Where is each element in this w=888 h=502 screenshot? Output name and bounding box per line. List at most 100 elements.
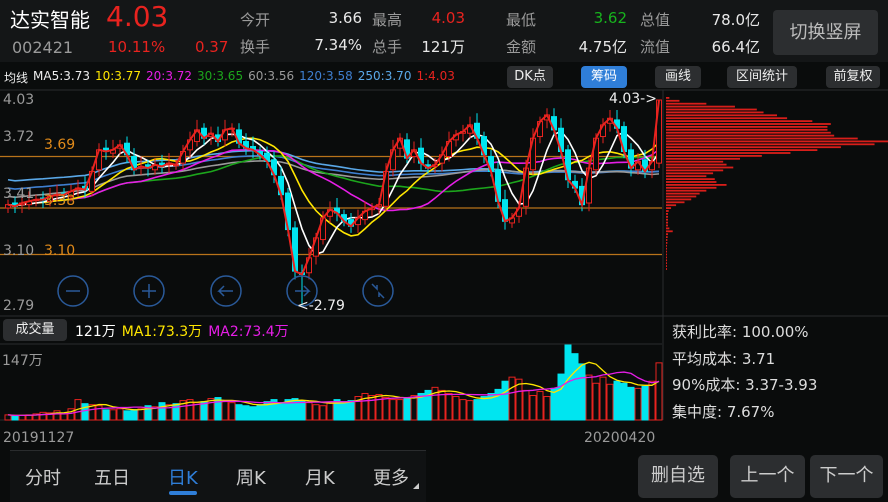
remove-watchlist-button[interactable]: 删自选 xyxy=(638,455,718,498)
chip-bar xyxy=(666,224,669,227)
volume-bar xyxy=(32,413,40,421)
chip-bar xyxy=(666,236,668,238)
volume-bar xyxy=(270,399,278,421)
tab-intraday[interactable]: 分时 xyxy=(25,468,61,489)
volume-bar xyxy=(123,410,131,421)
ma5-line xyxy=(7,130,660,256)
concentration: 集中度: 7.67% xyxy=(672,403,775,421)
volume-bar xyxy=(18,414,26,421)
level-label-3: 3.10 xyxy=(44,243,76,259)
zoom-in-icon[interactable] xyxy=(133,275,165,307)
next-stock-button[interactable]: 下一个 xyxy=(810,455,883,498)
volume-bar xyxy=(298,400,306,421)
volume-bar xyxy=(116,408,124,421)
chip-bar xyxy=(666,105,735,108)
volume-bar xyxy=(179,400,187,421)
volume-bar xyxy=(11,415,19,421)
collapse-icon[interactable] xyxy=(362,275,394,307)
ma5-label: MA5:3.73 xyxy=(33,69,90,83)
ma30-line xyxy=(7,155,660,207)
chip-bar xyxy=(666,253,668,256)
stat-value: 4.03 xyxy=(431,9,465,27)
tab-daily-k[interactable]: 日K xyxy=(168,468,198,489)
volume-bar xyxy=(249,406,257,421)
forward-adjust-button[interactable]: 前复权 xyxy=(826,66,880,88)
tab-weekly-k[interactable]: 周K xyxy=(236,468,266,489)
zoom-out-icon[interactable] xyxy=(57,275,89,307)
chip-bar xyxy=(666,108,757,111)
volume-ma2: MA2:73.4万 xyxy=(208,324,289,340)
draw-line-button[interactable]: 画线 xyxy=(655,66,701,88)
chip-bar xyxy=(666,181,717,183)
active-tab-indicator xyxy=(169,491,197,495)
volume-bar xyxy=(459,399,467,421)
stat-label: 总值 xyxy=(640,11,671,29)
switch-portrait-button[interactable]: 切换竖屏 xyxy=(773,10,878,55)
volume-bar xyxy=(354,396,362,421)
volume-bar xyxy=(466,400,474,421)
volume-bar xyxy=(641,385,649,421)
volume-bar xyxy=(613,380,621,421)
chip-bar xyxy=(666,120,813,122)
volume-bar xyxy=(620,382,628,421)
ma60-label: 60:3.56 xyxy=(248,69,295,83)
ma120-label: 120:3.58 xyxy=(299,69,353,83)
volume-bar xyxy=(340,401,348,421)
volume-bar xyxy=(207,398,215,421)
stat-value: 3.62 xyxy=(593,9,627,27)
chip-bar xyxy=(666,140,888,143)
volume-bar xyxy=(634,387,642,421)
dk-point-button[interactable]: DK点 xyxy=(507,66,553,88)
chip-bar xyxy=(666,99,680,102)
chip-bar xyxy=(666,169,724,172)
chip-bar xyxy=(666,114,777,117)
volume-bar xyxy=(368,395,376,421)
last-price-label: 1:4.03 xyxy=(416,69,455,83)
arrow-left-icon[interactable] xyxy=(210,275,242,307)
volume-bar xyxy=(165,404,173,421)
volume-bar xyxy=(438,389,446,421)
volume-bar xyxy=(60,413,68,421)
chip-bar xyxy=(666,128,828,131)
chip-bar xyxy=(666,102,707,105)
ma120-line xyxy=(7,154,660,190)
tab-more[interactable]: 更多 xyxy=(373,468,409,489)
last-price: 4.03 xyxy=(106,0,169,33)
chip-bar xyxy=(666,215,669,218)
arrow-right-icon[interactable] xyxy=(286,275,318,307)
arrow-right-glyph xyxy=(295,285,311,297)
volume-bar xyxy=(375,393,383,421)
min-price-marker: <-2.79 xyxy=(297,298,345,314)
quote-header xyxy=(0,0,888,62)
range-stats-button[interactable]: 区间统计 xyxy=(727,66,797,88)
ma-legend: 均线 MA5:3.73 10:3.77 20:3.72 30:3.65 60:3… xyxy=(4,69,455,86)
ma-legend-title: 均线 xyxy=(4,71,29,85)
previous-stock-button[interactable]: 上一个 xyxy=(730,455,805,498)
tab-five-day[interactable]: 五日 xyxy=(94,468,130,489)
chip-bar xyxy=(666,221,669,224)
volume-indicator-button[interactable]: 成交量 xyxy=(3,319,67,341)
volume-bar xyxy=(277,402,285,421)
volume-bar xyxy=(221,401,229,421)
chip-bar xyxy=(666,189,707,192)
chips-button[interactable]: 筹码 xyxy=(581,66,627,88)
volume-ma2-line xyxy=(7,371,660,417)
profit-ratio: 获利比率: 100.00% xyxy=(672,323,809,341)
axis-label-2: 3.72 xyxy=(3,129,35,145)
volume-bar xyxy=(522,389,530,421)
collapse-glyph xyxy=(371,283,378,291)
chip-bar xyxy=(666,207,672,209)
volume-bar xyxy=(39,411,47,421)
volume-bar xyxy=(473,399,481,421)
axis-label-4: 3.10 xyxy=(3,243,35,259)
volume-bar xyxy=(102,409,110,421)
stat-label: 今开 xyxy=(240,11,271,29)
chip-bar xyxy=(666,195,697,198)
volume-bar xyxy=(410,395,418,421)
chip-bar xyxy=(666,262,668,265)
stat-label: 金额 xyxy=(506,38,537,56)
volume-bar xyxy=(347,400,355,421)
tab-monthly-k[interactable]: 月K xyxy=(305,468,335,489)
more-dropdown-icon xyxy=(413,483,419,489)
